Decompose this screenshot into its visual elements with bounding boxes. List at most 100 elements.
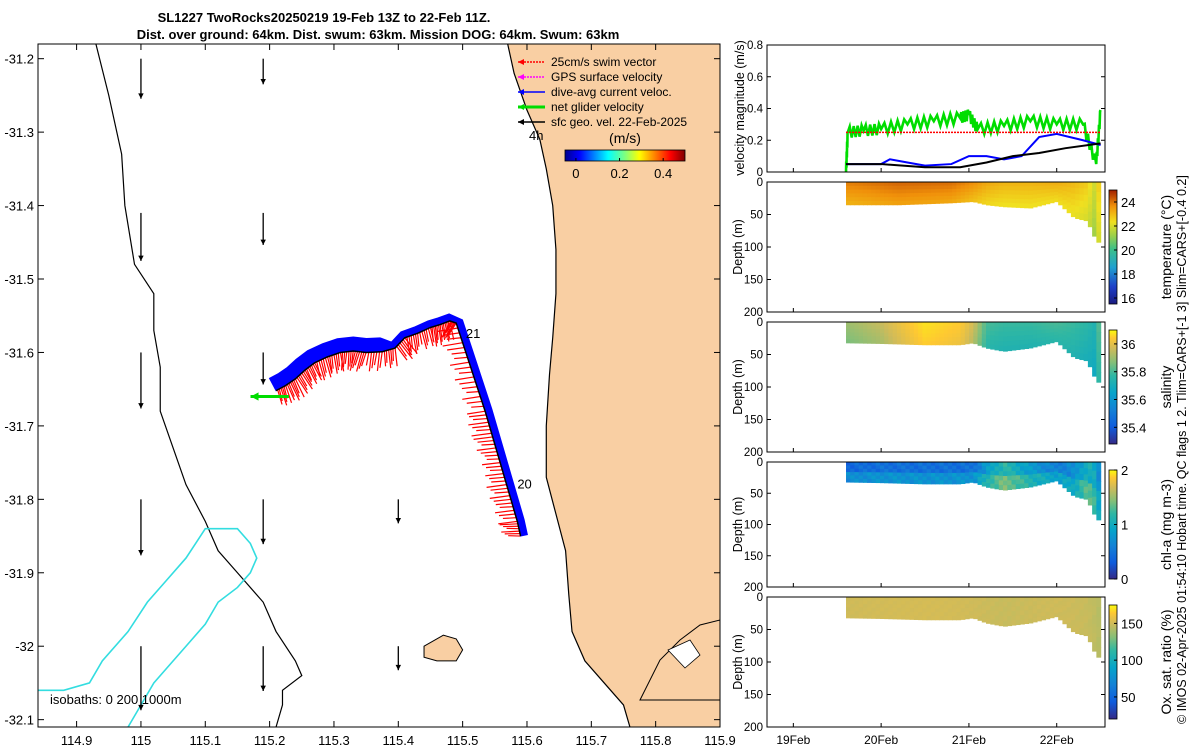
section-cell	[973, 465, 979, 470]
section-cell	[930, 608, 936, 613]
section-cell	[901, 469, 907, 474]
section-cell	[867, 185, 873, 191]
section-cell	[943, 476, 949, 481]
section-cell	[1032, 330, 1038, 335]
section-cell	[1049, 195, 1055, 200]
map-frame	[37, 43, 721, 728]
section-cell	[1041, 329, 1047, 334]
section-cell	[952, 325, 957, 331]
section-cell	[1032, 465, 1038, 471]
section-cell	[960, 604, 966, 609]
section-cell	[888, 182, 894, 187]
section-cell	[1083, 207, 1089, 215]
section-cell	[1079, 622, 1085, 629]
section-cell	[935, 612, 940, 617]
sfc-geo-arrow	[138, 646, 144, 711]
y-tick-label: 100	[744, 657, 763, 669]
section-cell	[998, 202, 1004, 207]
section-cell	[1053, 325, 1059, 330]
section-cell	[1083, 616, 1089, 624]
section-cell	[896, 600, 902, 605]
x-tick-label: 115.8	[640, 733, 672, 748]
section-cell	[986, 339, 991, 345]
section-cell	[1019, 322, 1025, 328]
section-cell	[1070, 614, 1076, 621]
section-cell	[969, 607, 974, 612]
section-cell	[909, 604, 915, 609]
section-cell	[918, 337, 923, 342]
x-tick-label: 115.1	[189, 733, 221, 748]
section-cell	[1079, 353, 1085, 361]
section-cell	[969, 185, 974, 190]
legend-item: 25cm/s swim vector	[518, 55, 656, 69]
day-label-21: 21	[466, 326, 480, 341]
section-cell	[867, 462, 873, 466]
section-cell	[846, 328, 851, 333]
section-cell	[1028, 330, 1034, 336]
section-cell	[1024, 335, 1030, 341]
section-cell	[947, 333, 953, 338]
section-cell	[1066, 471, 1072, 478]
section-cell	[1096, 481, 1102, 492]
legend-label: dive-avg current veloc.	[551, 85, 672, 99]
section-cell	[1083, 462, 1089, 469]
section-cell	[867, 468, 873, 473]
section-cell	[1062, 597, 1068, 602]
section-cell	[1066, 602, 1072, 608]
section-cell	[939, 337, 945, 342]
section-cell	[969, 468, 974, 473]
section-cell	[909, 472, 915, 477]
sfc-geo-arrow	[138, 499, 144, 556]
colorbar-label: Ox. sat. ratio (%)	[1158, 609, 1174, 714]
section-cell	[952, 182, 957, 186]
section-cell	[1028, 343, 1034, 349]
section-cell	[1007, 471, 1013, 477]
section-cell	[1041, 201, 1047, 206]
section-cell	[1019, 186, 1025, 192]
section-cell	[922, 480, 928, 485]
section-cell	[892, 465, 898, 470]
section-cell	[990, 479, 996, 485]
section-cell	[1007, 322, 1013, 328]
section-cell	[1092, 227, 1097, 237]
section-cell	[981, 605, 987, 610]
section-cell	[935, 462, 940, 467]
section-cell	[1028, 478, 1034, 484]
section-cell	[1007, 182, 1013, 187]
section-cell	[879, 611, 885, 616]
section-cell	[1096, 647, 1102, 658]
section-cell	[994, 335, 1000, 342]
section-cell	[918, 469, 923, 474]
section-cell	[947, 337, 953, 342]
section-cell	[1096, 352, 1102, 363]
section-cell	[994, 610, 1000, 617]
section-cell	[854, 607, 860, 612]
section-cell	[930, 469, 936, 474]
section-cell	[1066, 327, 1072, 333]
section-cell	[1007, 341, 1013, 347]
section-cell	[930, 472, 936, 478]
section-cell	[1032, 322, 1038, 327]
section-cell	[1032, 342, 1038, 348]
colorbar-tick-label: 0	[572, 166, 579, 181]
section-cell	[947, 469, 953, 474]
section-cell	[879, 614, 885, 619]
section-cell	[1019, 474, 1025, 480]
section-cell	[956, 462, 962, 467]
section-cell	[981, 193, 987, 198]
section-cell	[918, 615, 923, 621]
section-cell	[909, 200, 915, 205]
y-tick-label: 0.2	[747, 135, 763, 147]
section-cell	[1032, 605, 1038, 610]
section-cell	[1087, 626, 1093, 635]
section-cell	[913, 611, 919, 617]
section-cell	[1036, 322, 1042, 327]
section-cell	[943, 199, 949, 204]
section-cell	[1024, 203, 1030, 209]
section-cell	[1092, 642, 1097, 652]
section-cell	[960, 325, 966, 330]
section-cell	[846, 468, 851, 473]
section-cell	[939, 597, 945, 602]
section-cell	[981, 196, 987, 201]
section-cell	[909, 608, 915, 613]
